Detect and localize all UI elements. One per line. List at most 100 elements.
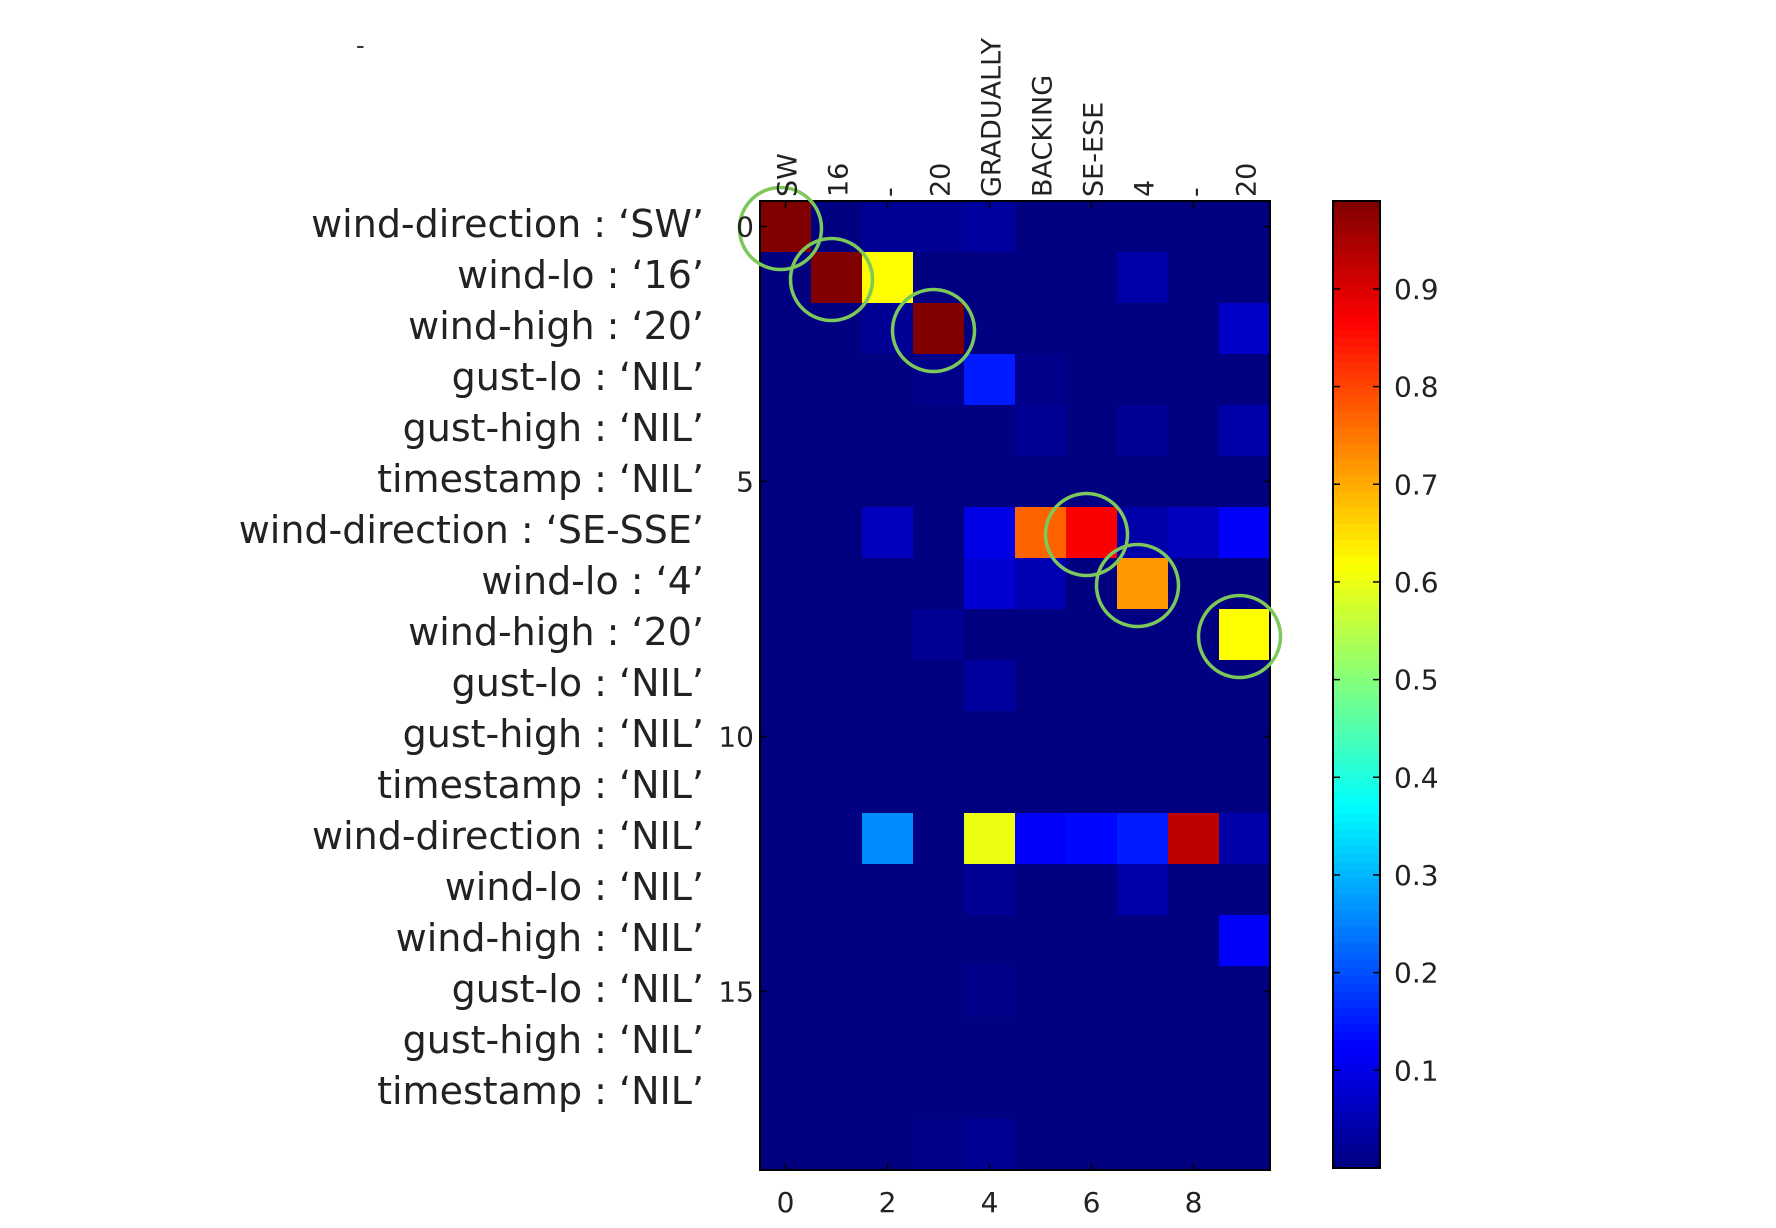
heatmap-cell: [1219, 201, 1271, 253]
heatmap-cell: [1066, 609, 1118, 661]
colorbar-segment: [1333, 821, 1380, 831]
colorbar-segment: [1333, 402, 1380, 412]
heatmap-cell: [964, 1017, 1016, 1069]
colorbar-segment: [1333, 805, 1380, 815]
row-label: wind-high : ‘20’: [408, 304, 704, 348]
heatmap-cell: [760, 915, 812, 967]
colorbar-segment: [1333, 281, 1380, 291]
colorbar-segment: [1333, 603, 1380, 613]
colorbar-segment: [1333, 676, 1380, 686]
colorbar-segment: [1333, 974, 1380, 984]
x-tick-label: 2: [879, 1186, 897, 1219]
heatmap-cell: [1117, 711, 1169, 763]
heatmap-cell: [1066, 201, 1118, 253]
x-top-label: 20: [1232, 163, 1263, 197]
row-label: wind-direction : ‘SW’: [311, 202, 704, 246]
colorbar-segment: [1333, 692, 1380, 702]
heatmap-cell: [1015, 966, 1067, 1018]
colorbar-tick-label: 0.5: [1394, 664, 1439, 697]
colorbar-segment: [1333, 611, 1380, 621]
row-label: wind-lo : ‘16’: [457, 253, 704, 297]
x-top-label: SW: [773, 153, 804, 197]
heatmap-cell: [964, 507, 1016, 559]
colorbar-segment: [1333, 942, 1380, 952]
colorbar-segment: [1333, 555, 1380, 565]
heatmap-cell: [913, 456, 965, 508]
heatmap-cell: [811, 711, 863, 763]
heatmap-cell: [811, 1119, 863, 1171]
heatmap-cell: [1219, 915, 1271, 967]
row-label: wind-direction : ‘NIL’: [311, 814, 704, 858]
heatmap-cell: [862, 507, 914, 559]
heatmap-cell: [760, 405, 812, 457]
heatmap-cell: [1168, 711, 1220, 763]
heatmap-cell: [913, 711, 965, 763]
heatmap-cell: [811, 558, 863, 610]
heatmap-cell: [1117, 864, 1169, 916]
colorbar-segment: [1333, 346, 1380, 355]
heatmap-cell: [1015, 1119, 1067, 1171]
x-top-label: 16: [824, 163, 855, 197]
heatmap-cell: [964, 252, 1016, 304]
heatmap-cell: [1015, 252, 1067, 304]
colorbar-segment: [1333, 1014, 1380, 1024]
colorbar-segment: [1333, 813, 1380, 823]
highlight-circle: [1094, 542, 1181, 629]
heatmap-cell: [862, 1068, 914, 1120]
heatmap-cell: [1219, 609, 1271, 661]
heatmap-cell: [913, 201, 965, 253]
colorbar-segment: [1333, 329, 1380, 339]
colorbar-segment: [1333, 1119, 1380, 1129]
colorbar-segment: [1333, 265, 1380, 275]
colorbar-segment: [1333, 201, 1380, 210]
heatmap-cell: [862, 915, 914, 967]
row-label: gust-high : ‘NIL’: [402, 712, 704, 756]
colorbar-segment: [1333, 885, 1380, 895]
colorbar-segment: [1333, 789, 1380, 798]
heatmap-cell: [811, 813, 863, 865]
heatmap-cell: [1066, 915, 1118, 967]
x-top-label: -: [875, 187, 906, 197]
heatmap-cell: [1219, 864, 1271, 916]
colorbar-segment: [1333, 1159, 1380, 1169]
colorbar-frame: [1332, 200, 1381, 1169]
row-label: timestamp : ‘NIL’: [377, 1069, 704, 1113]
colorbar-segment: [1333, 934, 1380, 943]
colorbar-segment: [1333, 595, 1380, 605]
heatmap-cell: [1066, 711, 1118, 763]
heatmap-cell: [1015, 711, 1067, 763]
colorbar-segment: [1333, 1079, 1380, 1089]
colorbar-segment: [1333, 1047, 1380, 1056]
colorbar-tick-label: 0.9: [1394, 273, 1439, 306]
heatmap-cell: [964, 813, 1016, 865]
heatmap-cell: [964, 201, 1016, 253]
heatmap-cell: [913, 507, 965, 559]
heatmap-cell: [913, 813, 965, 865]
heatmap-cell: [760, 660, 812, 712]
colorbar-segment: [1333, 474, 1380, 484]
heatmap-cell: [1015, 303, 1067, 355]
colorbar-tick-label: 0.3: [1394, 859, 1439, 892]
colorbar-segment: [1333, 458, 1380, 468]
y-tick-label: 15: [718, 976, 754, 1009]
x-top-label: BACKING: [1028, 75, 1059, 197]
heatmap-cell: [1015, 915, 1067, 967]
colorbar-segment: [1333, 765, 1380, 774]
colorbar-segment: [1333, 1151, 1380, 1161]
heatmap-cell: [1066, 405, 1118, 457]
colorbar-segment: [1333, 644, 1380, 653]
colorbar-segment: [1333, 660, 1380, 669]
x-tick-label: 8: [1185, 1186, 1203, 1219]
colorbar-segment: [1333, 1127, 1380, 1137]
heatmap-cell: [811, 660, 863, 712]
colorbar-segment: [1333, 354, 1380, 363]
heatmap-cell: [964, 864, 1016, 916]
heatmap-cell: [964, 1068, 1016, 1120]
heatmap-cell: [913, 660, 965, 712]
row-labels: wind-direction : ‘SW’ wind-lo : ‘16’ wind-…: [0, 0, 710, 1228]
y-tick-label: 0: [736, 211, 754, 244]
colorbar-segment: [1333, 797, 1380, 806]
heatmap-cell: [1015, 762, 1067, 814]
colorbar-segment: [1333, 990, 1380, 1000]
